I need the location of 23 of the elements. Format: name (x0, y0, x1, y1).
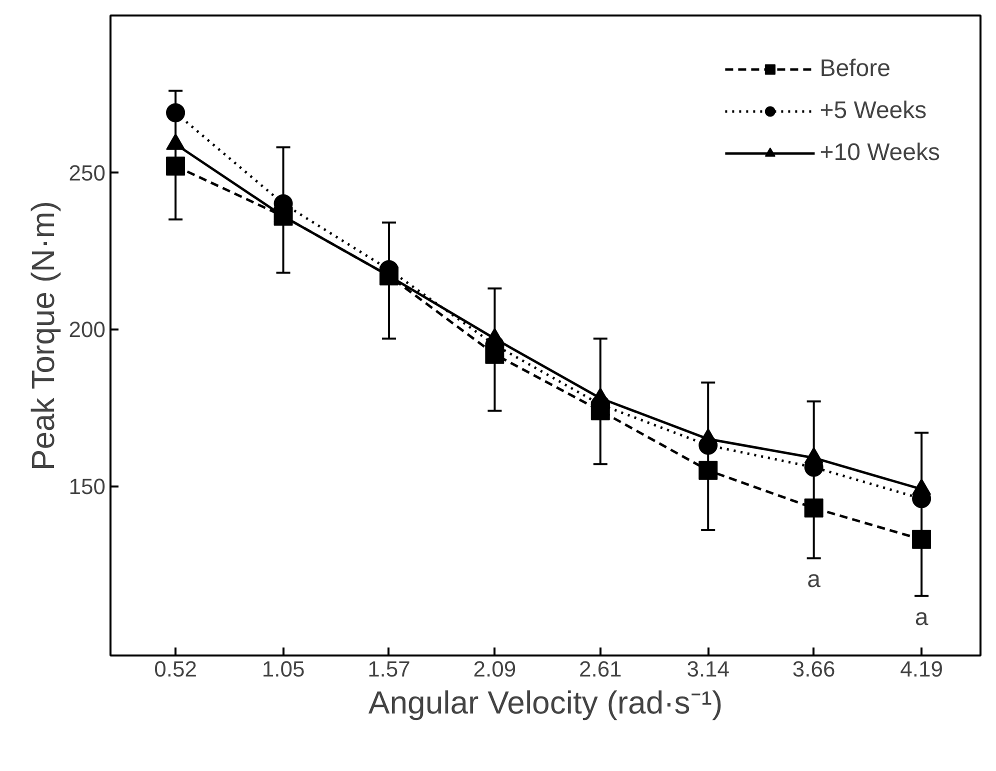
y-axis-title: Peak Torque (N·m) (24, 200, 61, 471)
x-tick-label: 4.19 (900, 656, 943, 682)
point (166, 103, 186, 122)
x-tick-label: 2.09 (473, 656, 516, 682)
x-tick-label: 1.57 (368, 656, 410, 682)
x-tick-label: 3.14 (686, 656, 730, 682)
point (166, 156, 186, 176)
x-axis-title: Angular Velocity (rad·s⁻¹) (368, 684, 723, 720)
point (804, 498, 824, 518)
point (698, 460, 718, 480)
x-tick-label: 2.61 (578, 656, 622, 682)
x-tick-label: 3.66 (792, 656, 836, 682)
legend-label: Before (820, 55, 890, 83)
legend-label: +5 Weeks (820, 97, 927, 125)
legend-label: +10 Weeks (820, 139, 940, 167)
y-tick-label: 200 (68, 317, 106, 342)
annotation: a (807, 566, 822, 594)
x-tick-label: 0.52 (154, 656, 197, 682)
point (912, 530, 932, 549)
y-tick-label: 150 (68, 474, 106, 500)
x-tick-label: 1.05 (262, 656, 305, 682)
annotation: a (914, 604, 929, 631)
y-tick-label: 250 (68, 160, 106, 186)
